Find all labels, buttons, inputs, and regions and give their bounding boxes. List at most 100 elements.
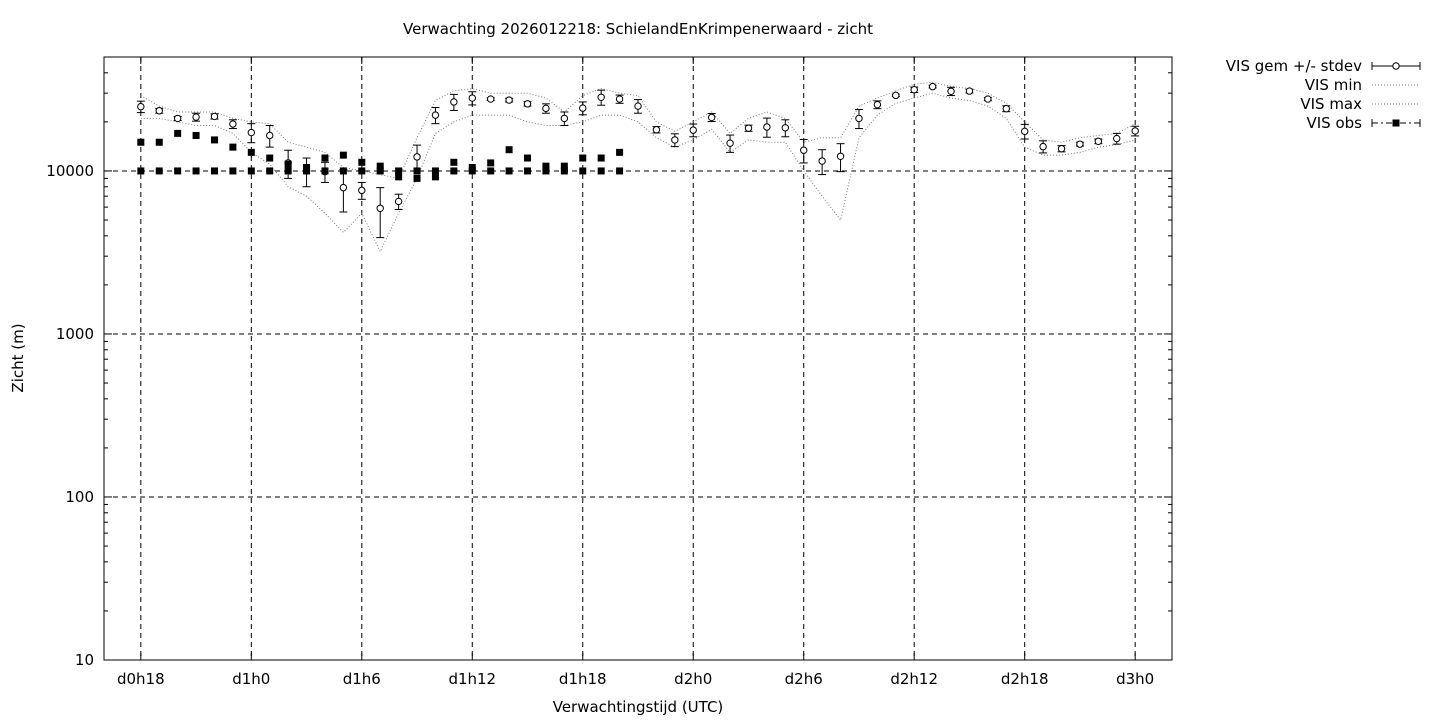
vis-obs-point [303, 167, 311, 175]
vis-mean-point [1094, 137, 1103, 146]
vis-mean-point [615, 95, 624, 103]
vis-mean-point [173, 114, 182, 123]
vis-mean-point [634, 102, 642, 110]
vis-mean-point [486, 95, 495, 103]
vis-obs-point [376, 167, 384, 175]
vis-mean-point [450, 98, 458, 106]
vis-obs-point [321, 167, 329, 175]
vis-obs-point [542, 162, 550, 170]
vis-mean-point [781, 124, 790, 132]
y-tick-label: 10 [75, 651, 94, 669]
vis-mean-point [394, 197, 403, 206]
grid-lines [104, 57, 1172, 661]
axes: d0h18 d1h0 d1h6 d1h12 d1h18 d2h0 d2h6 d2h12 d2h1… [46, 56, 1172, 688]
vis-obs-point [358, 167, 366, 175]
vis-mean-point [376, 204, 384, 213]
vis-obs-point [137, 138, 145, 146]
x-axis-label: Verwachtingstijd (UTC) [553, 698, 724, 716]
vis-mean-point [763, 123, 771, 131]
vis-mean-point [928, 82, 937, 91]
legend-swatch-square [1392, 119, 1400, 127]
vis-obs-point [597, 154, 605, 162]
vis-min-line [140, 92, 1136, 253]
vis-obs-point [560, 162, 568, 170]
vis-mean-point [579, 104, 587, 112]
x-tick-label: d0h18 [117, 670, 165, 688]
vis-obs-point [192, 131, 200, 139]
vis-mean-point [542, 104, 550, 113]
vis-obs-point [358, 158, 366, 166]
x-tick-label: d2h18 [1001, 670, 1049, 688]
vis-obs-point [229, 143, 237, 151]
vis-mean-point [855, 114, 863, 123]
vis-mean-point [1131, 127, 1139, 135]
vis-mean-point [818, 157, 826, 165]
vis-mean-point [707, 113, 716, 122]
vis-mean-point [947, 87, 955, 96]
plot-frame [103, 56, 1173, 661]
vis-mean-point [468, 94, 476, 102]
vis-obs-point [524, 167, 532, 175]
legend-label: VIS max [1300, 95, 1362, 113]
vis-mean-point [523, 100, 532, 108]
vis-mean-point [339, 183, 348, 192]
vis-obs-point [616, 167, 624, 175]
vis-obs-point [155, 167, 163, 175]
vis-mean-point [744, 124, 753, 132]
x-tick-label: d1h18 [559, 670, 607, 688]
vis-obs-point [395, 173, 403, 181]
vis-obs-point [376, 162, 384, 170]
legend-label: VIS obs [1307, 114, 1363, 132]
vis-mean-point [689, 126, 697, 134]
vis-obs-point [210, 167, 218, 175]
vis-mean-point [800, 146, 808, 154]
y-tick-label: 100 [65, 488, 94, 506]
x-tick-label: d1h12 [448, 670, 496, 688]
vis-mean-point [358, 186, 366, 195]
vis-obs-point [413, 174, 421, 182]
vis-obs-point [431, 173, 439, 181]
vis-mean-point [210, 112, 219, 121]
vis-obs-point [339, 167, 347, 175]
vis-mean-point [965, 87, 974, 95]
vis-mean-point [1113, 134, 1121, 143]
vis-mean-point [1002, 104, 1010, 113]
vis-mean-point [1057, 144, 1066, 153]
vis-mean-point [431, 111, 440, 119]
vis-mean-point [560, 114, 569, 123]
vis-obs-point [413, 167, 421, 175]
y-tick-label: 10000 [46, 162, 94, 180]
vis-obs-point [505, 167, 513, 175]
vis-obs-point [450, 158, 458, 166]
vis-mean-point [155, 107, 163, 115]
vis-mean-point [873, 100, 882, 109]
vis-obs-point [487, 167, 495, 175]
vis-obs-point [229, 167, 237, 175]
vis-obs-point [524, 154, 532, 162]
vis-mean-point [652, 126, 661, 134]
vis-obs-point [431, 167, 439, 175]
vis-obs-point [284, 167, 292, 175]
vis-obs-point [210, 136, 218, 144]
x-tick-label: d1h6 [343, 670, 381, 688]
vis-obs-point [192, 167, 200, 175]
x-tick-label: d3h0 [1116, 670, 1154, 688]
x-tick-label: d2h0 [674, 670, 712, 688]
vis-obs-point [321, 154, 329, 162]
vis-obs-point [579, 154, 587, 162]
vis-mean-point [597, 93, 605, 101]
x-tick-label: d1h0 [232, 670, 270, 688]
vis-obs-point [395, 167, 403, 175]
vis-mean-point [836, 152, 845, 160]
vis-mean-point [137, 102, 145, 111]
vis-obs-point [505, 146, 513, 154]
vis-obs-point [339, 151, 347, 159]
vis-obs-point [266, 167, 274, 175]
vis-mean-point [1076, 140, 1084, 148]
vis-obs-point [468, 167, 476, 175]
vis-mean-point [192, 113, 200, 121]
vis-mean-point [247, 128, 256, 137]
vis-mean-point [229, 120, 237, 128]
vis-obs-point [579, 167, 587, 175]
